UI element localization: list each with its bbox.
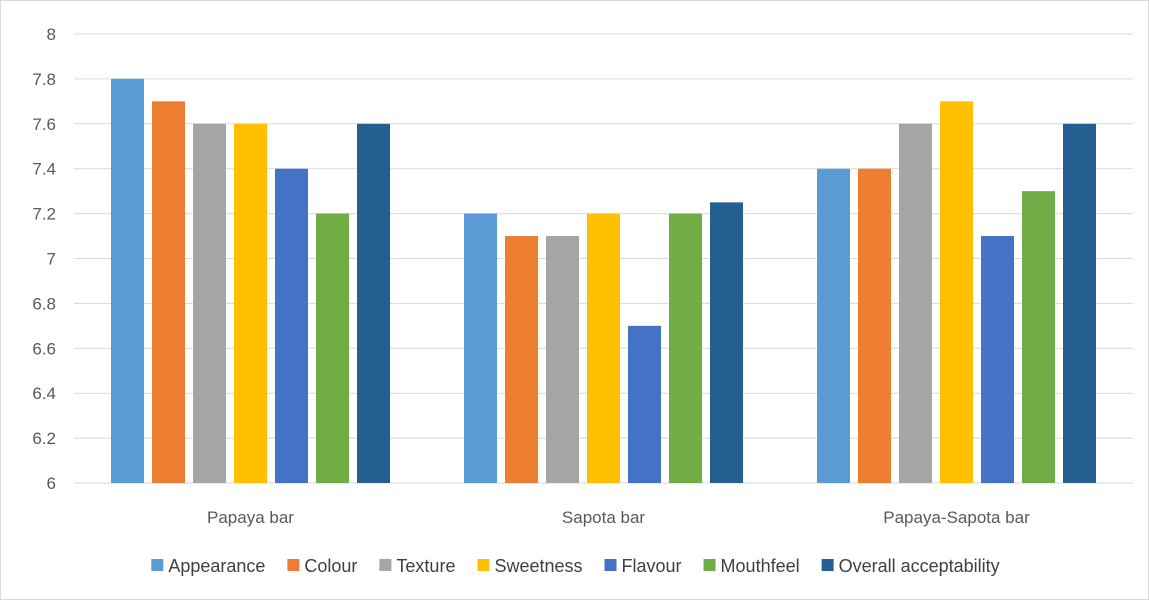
legend-label: Mouthfeel (721, 556, 800, 576)
x-axis-ticks: Papaya bar Sapota bar Papaya-Sapota bar (207, 508, 1030, 527)
bar-sweetness (940, 101, 973, 483)
x-tick-label: Papaya bar (207, 508, 294, 527)
y-tick-label: 7.4 (32, 160, 56, 179)
bar-mouthfeel (669, 213, 702, 483)
y-tick-label: 7.8 (32, 70, 56, 89)
y-tick-label: 7.6 (32, 115, 56, 134)
bar-overall-acceptability (710, 202, 743, 483)
legend-swatch (703, 559, 716, 571)
legend-swatch (379, 559, 392, 571)
legend-swatch (151, 559, 164, 571)
bar-colour (858, 168, 891, 483)
bar-texture (546, 236, 579, 483)
legend-label: Texture (396, 556, 455, 576)
bar-colour (152, 101, 185, 483)
y-axis-ticks: 6 6.2 6.4 6.6 6.8 7 7.2 7.4 7.6 7.8 8 (32, 25, 56, 493)
legend-label: Colour (304, 556, 357, 576)
bar-flavour (628, 325, 661, 483)
bar-appearance (817, 168, 850, 483)
y-tick-label: 7.2 (32, 205, 56, 224)
y-tick-label: 7 (47, 250, 56, 269)
y-tick-label: 6 (47, 474, 56, 493)
bar-appearance (111, 78, 144, 484)
legend-swatch (604, 559, 617, 571)
y-tick-label: 6.2 (32, 429, 56, 448)
x-tick-label: Papaya-Sapota bar (883, 508, 1030, 527)
bar-flavour (275, 168, 308, 483)
legend-swatch (287, 559, 300, 571)
legend-label: Appearance (168, 556, 265, 576)
bar-appearance (464, 213, 497, 483)
legend-swatch (477, 559, 490, 571)
bar-texture (193, 123, 226, 484)
bar-mouthfeel (316, 213, 349, 483)
y-tick-label: 6.4 (32, 384, 56, 403)
bars (111, 78, 1096, 484)
bar-mouthfeel (1022, 191, 1055, 483)
legend-label: Flavour (622, 556, 682, 576)
bar-texture (899, 123, 932, 484)
bar-overall-acceptability (1063, 123, 1096, 484)
legend-swatch (821, 559, 834, 571)
y-tick-label: 6.8 (32, 294, 56, 313)
legend-label: Overall acceptability (839, 556, 1000, 576)
legend: Appearance Colour Texture Sweetness Flavour M… (151, 556, 1000, 576)
bar-colour (505, 236, 538, 483)
bar-sweetness (587, 213, 620, 483)
y-tick-label: 6.6 (32, 339, 56, 358)
bar-overall-acceptability (357, 123, 390, 484)
legend-label: Sweetness (494, 556, 582, 576)
x-tick-label: Sapota bar (562, 508, 646, 527)
bar-flavour (981, 236, 1014, 483)
y-tick-label: 8 (47, 25, 56, 44)
bar-sweetness (234, 123, 267, 484)
